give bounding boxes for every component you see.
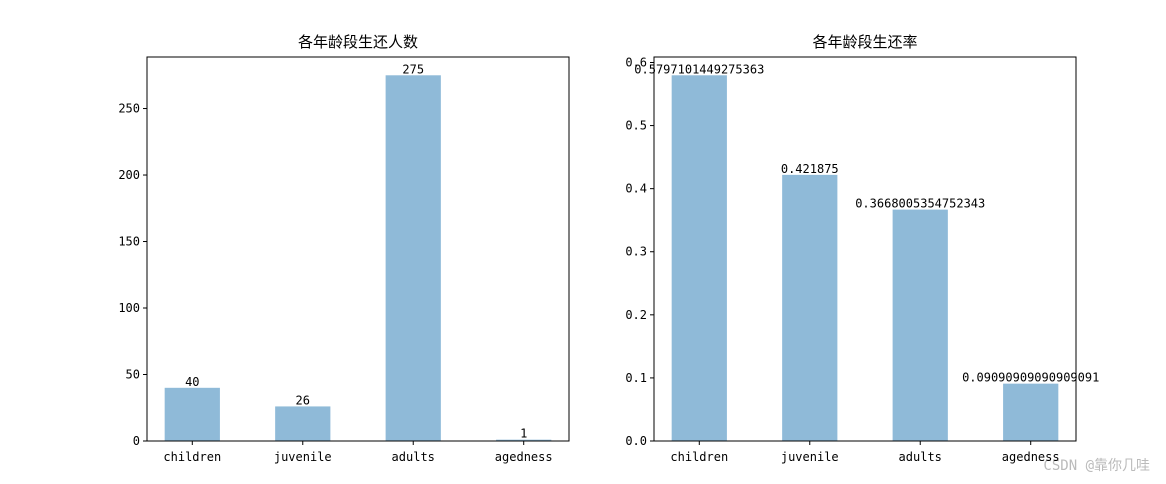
chart-title: 各年龄段生还人数: [298, 33, 418, 51]
y-tick-label: 0.3: [625, 245, 647, 259]
y-tick-label: 0.5: [625, 119, 647, 133]
x-tick-label: juvenile: [274, 450, 332, 464]
value-label: 0.421875: [781, 162, 839, 176]
y-tick-label: 200: [118, 168, 140, 182]
y-tick-label: 100: [118, 301, 140, 315]
y-tick-label: 0: [133, 434, 140, 448]
value-label: 26: [296, 393, 310, 407]
y-tick-label: 0.4: [625, 182, 647, 196]
chart-title: 各年龄段生还率: [812, 33, 917, 51]
value-label: 0.3668005354752343: [855, 197, 985, 211]
x-tick-label: juvenile: [781, 450, 839, 464]
x-tick-label: adults: [899, 450, 942, 464]
x-tick-label: agedness: [495, 450, 553, 464]
axes-frame: [653, 56, 1077, 442]
bar: [496, 439, 552, 441]
x-tick-label: agedness: [1002, 450, 1060, 464]
y-tick-label: 250: [118, 102, 140, 116]
y-tick-label: 50: [126, 368, 140, 382]
y-tick-label: 0.6: [625, 55, 647, 69]
bar: [892, 209, 948, 441]
x-tick-label: adults: [392, 450, 435, 464]
x-tick-label: children: [670, 450, 728, 464]
bar: [385, 75, 441, 442]
bar: [275, 406, 331, 441]
y-tick-label: 150: [118, 235, 140, 249]
bar: [782, 174, 838, 441]
y-tick-label: 0.2: [625, 308, 647, 322]
value-label: 0.09090909090909091: [962, 371, 1099, 385]
bar: [164, 387, 220, 441]
value-label: 40: [185, 375, 199, 389]
y-tick-label: 0.1: [625, 371, 647, 385]
value-label: 0.5797101449275363: [634, 62, 764, 76]
x-tick-label: children: [163, 450, 221, 464]
y-tick-label: 0.0: [625, 434, 647, 448]
watermark: CSDN @靠你几哇: [1043, 458, 1150, 474]
value-label: 1: [520, 427, 527, 441]
bar: [1003, 383, 1059, 441]
value-label: 275: [402, 62, 424, 76]
axes-frame: [146, 56, 570, 442]
bar: [671, 75, 727, 441]
